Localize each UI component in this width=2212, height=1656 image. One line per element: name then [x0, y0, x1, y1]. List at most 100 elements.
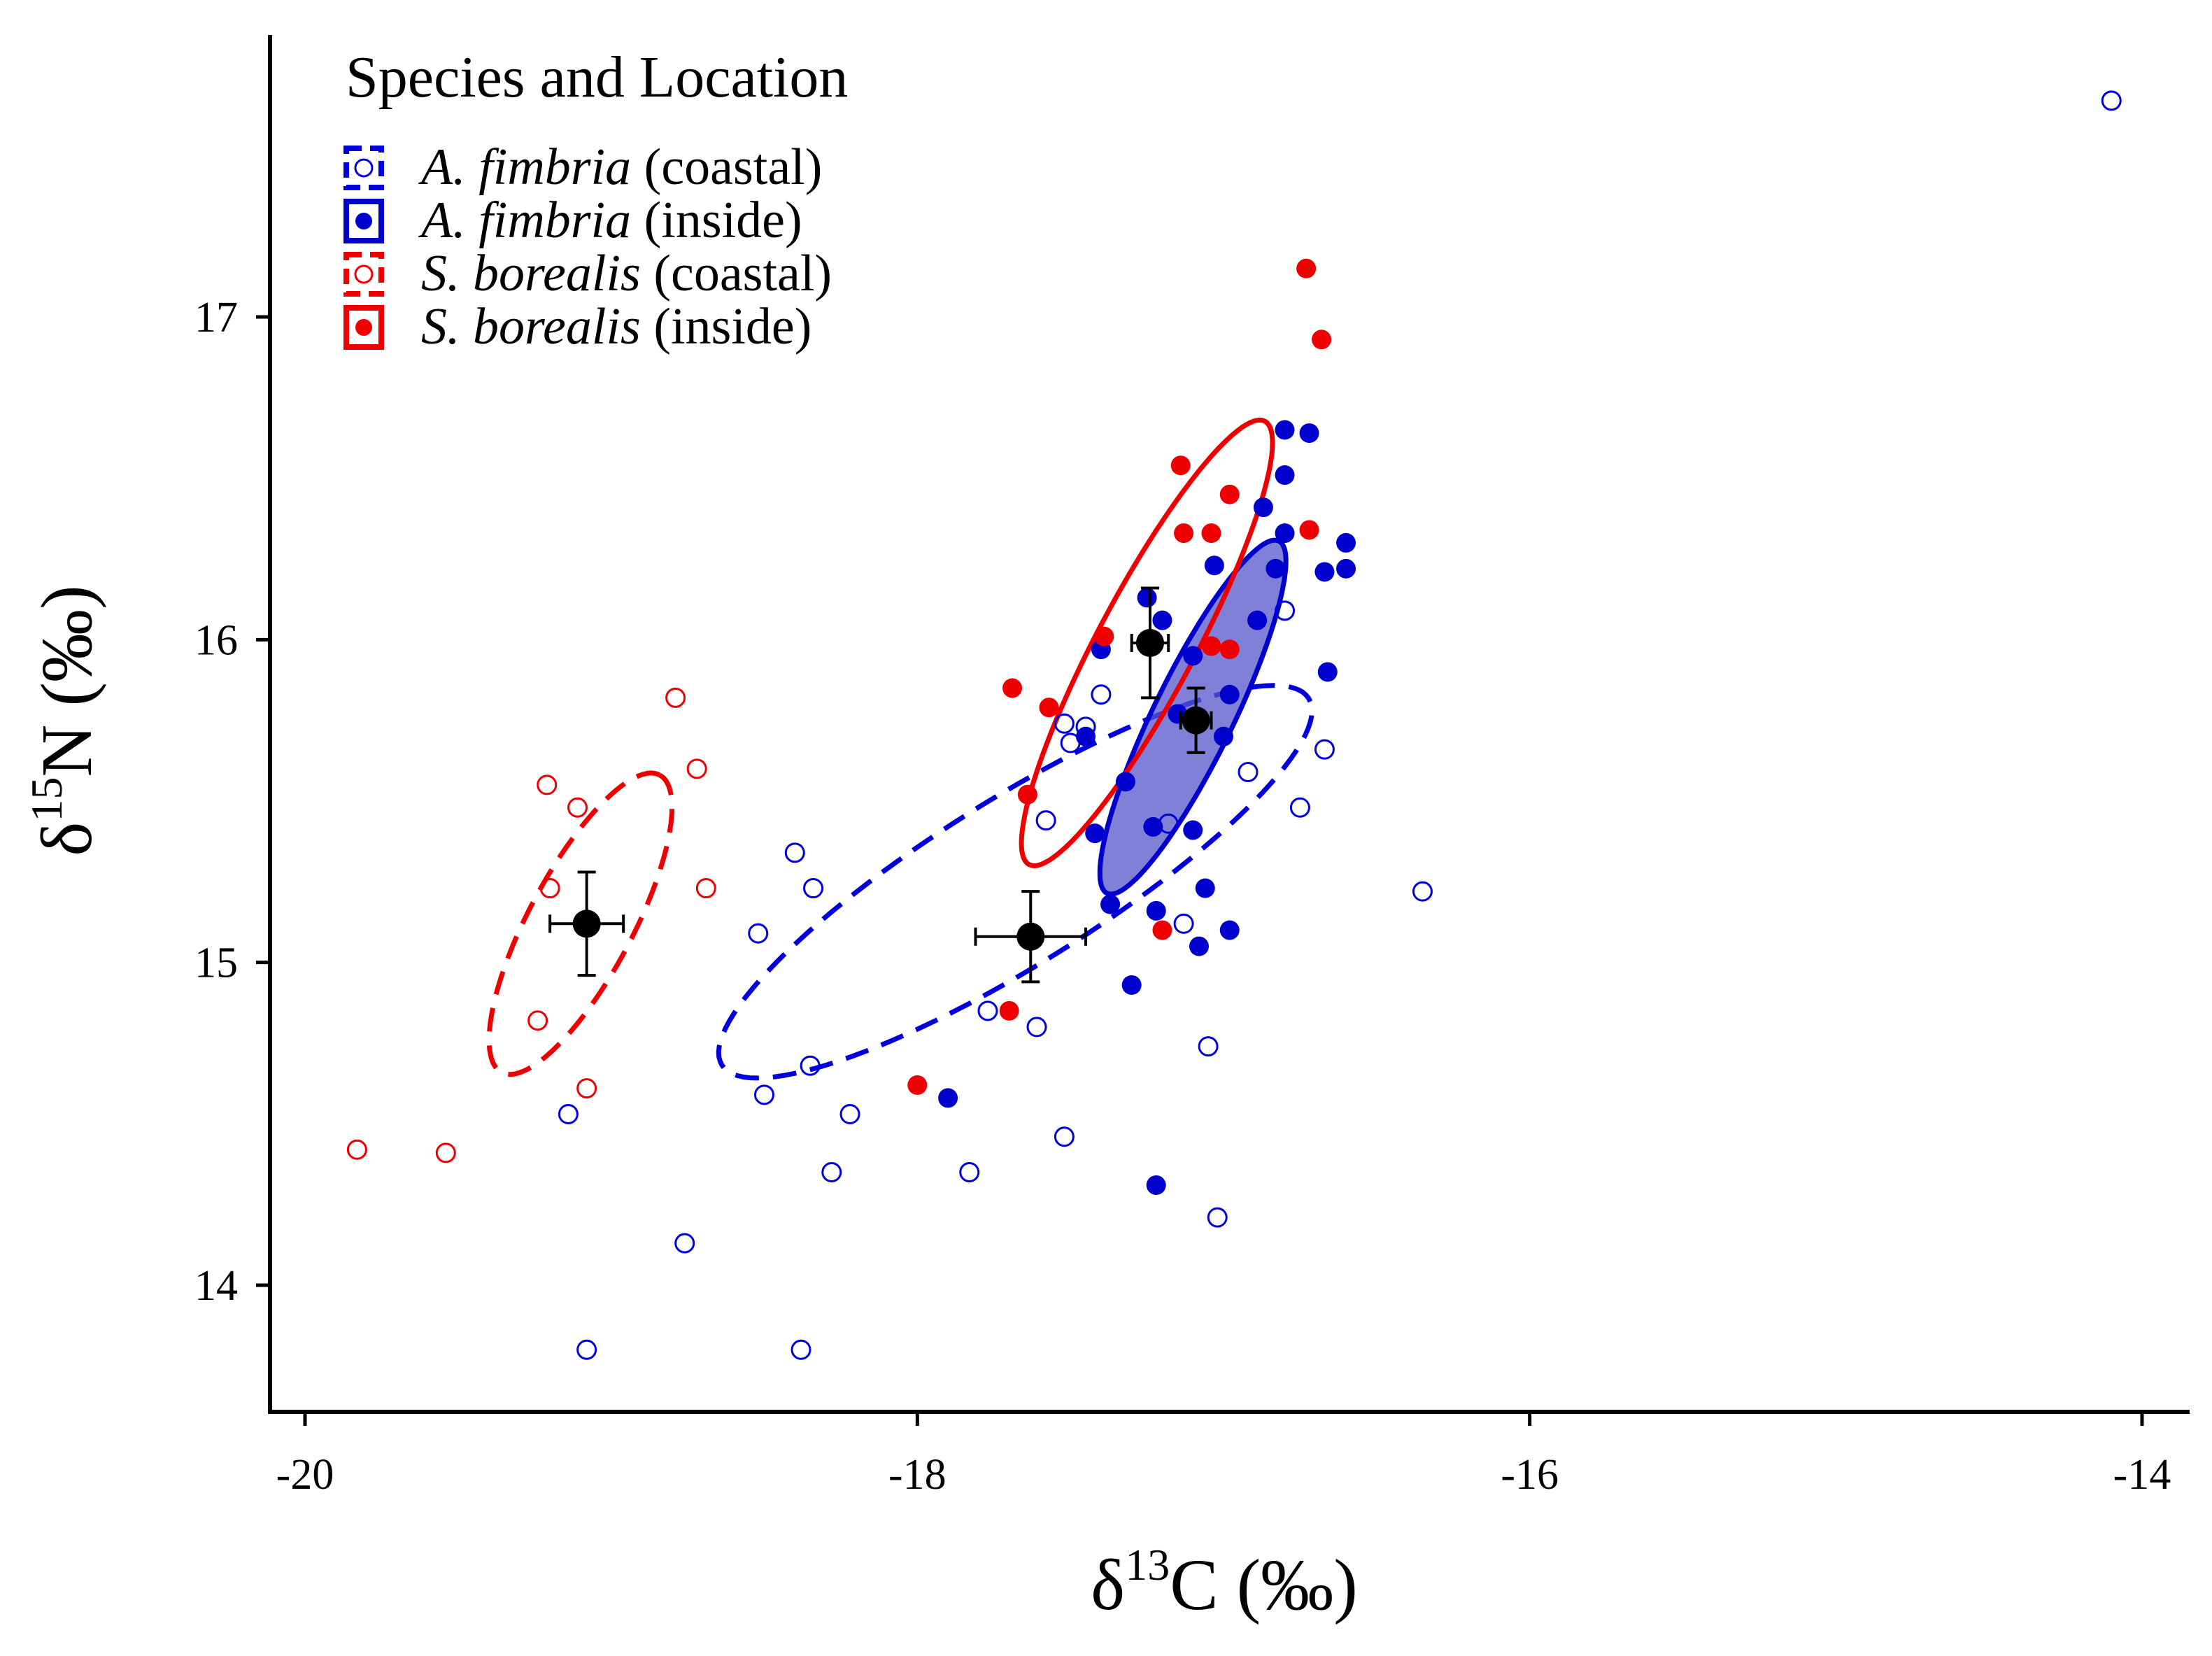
af_coastal-point — [1289, 797, 1310, 818]
plot-area — [346, 90, 2122, 1360]
y-axis-title: δ15N (‰) — [22, 585, 107, 856]
af_coastal-point — [2101, 90, 2122, 111]
af_inside-point — [1204, 555, 1224, 576]
af_inside-point — [1314, 562, 1335, 582]
sb_inside-point — [1174, 523, 1194, 544]
sb_inside-point — [1201, 523, 1221, 544]
af_inside-point — [1137, 588, 1157, 608]
legend: Species and Location A. fimbria (coastal… — [343, 45, 848, 355]
af_coastal-point — [959, 1162, 980, 1183]
af_coastal-point — [821, 1162, 842, 1183]
af_coastal-mean — [974, 890, 1088, 984]
af_inside-point — [1183, 646, 1203, 666]
legend-key-sb_coastal — [343, 252, 384, 297]
sb_coastal-point — [665, 687, 686, 708]
sb_coastal-point — [527, 1010, 548, 1031]
af_inside-point — [1317, 662, 1338, 682]
sb_inside-mean — [1130, 586, 1170, 700]
af_inside-point — [1143, 816, 1163, 837]
af_coastal-point — [1207, 1207, 1228, 1228]
af_coastal-point — [800, 1055, 821, 1076]
af_inside-point — [1265, 558, 1286, 579]
sb_inside-point — [1219, 484, 1240, 504]
af_inside-point — [1146, 900, 1166, 921]
af_coastal-point — [1173, 913, 1194, 934]
af_coastal-point — [839, 1103, 860, 1124]
af_inside-point — [1253, 497, 1273, 518]
af_inside-point — [1275, 420, 1295, 440]
sb_coastal-point — [576, 1078, 597, 1099]
y-tick-label: 16 — [194, 616, 238, 664]
sb_coastal-point — [539, 878, 560, 899]
af_coastal-point — [803, 878, 824, 899]
sb_coastal-point — [567, 797, 588, 818]
legend-key-sb_inside — [343, 305, 384, 350]
sb_inside-point — [1296, 258, 1317, 278]
sb_coastal-point — [346, 1139, 367, 1160]
af_inside-point — [1085, 823, 1105, 844]
af_coastal-point — [1198, 1036, 1219, 1057]
legend-label-sb-inside: S. borealis (inside) — [421, 298, 811, 355]
af_inside-point — [1189, 936, 1209, 956]
legend-key-af_inside — [343, 199, 384, 243]
sb_inside-point — [1152, 920, 1172, 940]
x-tick-label: -16 — [1501, 1451, 1559, 1499]
af_inside-point — [1076, 726, 1096, 746]
legend-key-af_coastal — [343, 146, 384, 190]
sb_coastal-point — [695, 878, 716, 899]
sb_inside-point — [1094, 626, 1114, 646]
legend-key-box — [343, 305, 384, 350]
af_coastal-point — [1054, 713, 1075, 734]
sb_coastal-point — [435, 1142, 456, 1163]
af_inside-point — [1152, 610, 1172, 630]
af_inside-point — [1247, 610, 1268, 630]
af_coastal-ellipse — [716, 683, 1314, 1081]
af_coastal-point — [674, 1233, 695, 1254]
sb_inside-point — [1039, 698, 1059, 718]
af_coastal-point — [576, 1339, 597, 1360]
af_inside-point — [1214, 726, 1233, 746]
sb_inside-point — [1170, 455, 1191, 476]
af_inside-mean — [1179, 686, 1213, 754]
af_coastal-point — [1275, 600, 1296, 621]
legend-label-af-coastal: A. fimbria (coastal) — [418, 139, 822, 196]
af_inside-point — [1336, 532, 1356, 553]
sb_inside-point — [1219, 639, 1240, 660]
af_coastal-point — [1238, 761, 1259, 782]
sb_coastal-point — [537, 774, 558, 795]
legend-label-af-inside: A. fimbria (inside) — [418, 192, 802, 249]
af_inside-point — [1275, 465, 1295, 486]
af_coastal-point — [748, 923, 769, 944]
legend-keys — [343, 146, 384, 350]
af_coastal-point — [1314, 739, 1335, 760]
af_inside-point — [1100, 894, 1121, 914]
af_coastal-point — [1026, 1017, 1047, 1038]
legend-key-marker — [354, 264, 374, 284]
af_inside-point — [1299, 423, 1319, 444]
legend-label-sb-coastal: S. borealis (coastal) — [421, 245, 832, 302]
af_inside-point — [1115, 772, 1135, 792]
sb_inside-point — [1312, 330, 1332, 350]
sb_inside-ellipse — [1019, 417, 1275, 869]
x-tick-label: -14 — [2113, 1451, 2171, 1499]
legend-title: Species and Location — [346, 45, 848, 110]
af_coastal-point — [1412, 881, 1433, 902]
af_inside-point — [1336, 558, 1356, 579]
legend-key-box — [343, 146, 384, 190]
af_inside-point — [1219, 920, 1240, 940]
mean-point — [572, 910, 601, 938]
mean-point — [1016, 922, 1045, 951]
y-tick-label: 15 — [194, 940, 238, 987]
y-tick-label: 14 — [194, 1262, 238, 1310]
af_coastal-point — [1035, 810, 1056, 831]
af_inside-point — [1275, 523, 1295, 544]
af_coastal-point — [558, 1103, 579, 1124]
legend-key-marker — [355, 319, 372, 336]
legend-key-marker — [355, 213, 372, 229]
af_inside-point — [1219, 684, 1240, 705]
af_inside-point — [1195, 878, 1215, 898]
af_inside-point — [938, 1088, 958, 1108]
y-tick-label: 17 — [194, 294, 238, 341]
legend-key-box — [343, 252, 384, 297]
